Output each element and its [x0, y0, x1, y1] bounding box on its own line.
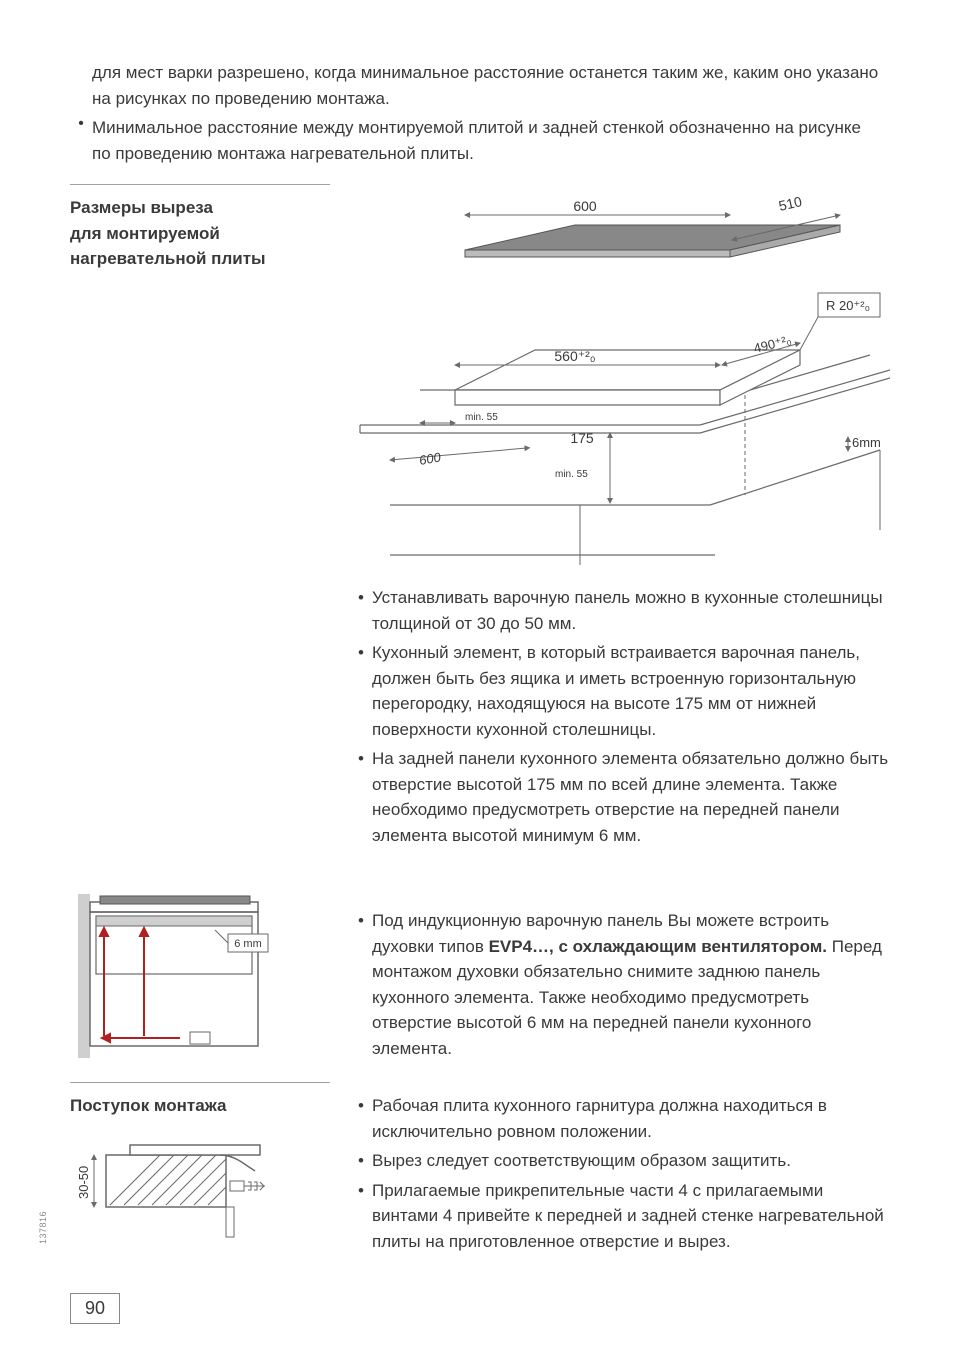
- section-oven-integration: 6 mm • Под индукционную варочную панель …: [70, 866, 884, 1093]
- top-bullet-text: Минимальное расстояние между монтируемой…: [92, 115, 884, 166]
- document-code: 137816: [38, 1211, 48, 1244]
- svg-text:175: 175: [570, 430, 594, 446]
- page-number: 90: [70, 1293, 120, 1324]
- list-item: Вырез следует соответствующим образом за…: [372, 1148, 884, 1174]
- list-item: Рабочая плита кухонного гарнитура должна…: [372, 1093, 884, 1144]
- section3-bullet-list: •Рабочая плита кухонного гарнитура должн…: [350, 1093, 884, 1254]
- side-cabinet-diagram: 6 mm: [70, 886, 270, 1066]
- cutout-dimension-diagram: 600 510: [350, 195, 890, 565]
- section-cutout-dimensions: Размеры выреза для монтируемой нагревате…: [70, 195, 884, 852]
- list-item: На задней панели кухонного элемента обяз…: [372, 746, 890, 848]
- svg-text:510: 510: [777, 195, 804, 214]
- section2-paragraph: Под индукционную варочную панель Вы може…: [372, 908, 884, 1061]
- section3-heading: Поступок монтажа: [70, 1093, 330, 1119]
- list-item: Кухонный элемент, в который встраивается…: [372, 640, 890, 742]
- bullet-dot: •: [70, 115, 92, 166]
- section-separator: [70, 1082, 330, 1083]
- list-item: Устанавливать варочную панель можно в ку…: [372, 585, 890, 636]
- section-mounting-procedure: Поступок монтажа: [70, 1093, 884, 1258]
- svg-text:600: 600: [573, 198, 597, 214]
- mounting-thickness-diagram: 30-50: [70, 1131, 270, 1241]
- section-separator: [70, 184, 330, 185]
- section1-heading-l1: Размеры выреза: [70, 198, 213, 217]
- svg-text:min. 55: min. 55: [465, 412, 498, 423]
- svg-text:min. 55: min. 55: [555, 469, 588, 480]
- section1-bullet-list: •Устанавливать варочную панель можно в к…: [350, 585, 890, 848]
- svg-text:6mm: 6mm: [852, 435, 881, 450]
- section1-heading-l2: для монтируемой: [70, 224, 220, 243]
- list-item: Прилагаемые прикрепительные части 4 с пр…: [372, 1178, 884, 1255]
- section1-heading-l3: нагревательной плиты: [70, 249, 266, 268]
- section2-bold: EVP4…, с охлаждающим вентилятором.: [489, 937, 827, 956]
- top-continuation-paragraph: для мест варки разрешено, когда минималь…: [92, 60, 884, 111]
- svg-text:490⁺²₀: 490⁺²₀: [752, 332, 793, 356]
- svg-text:560⁺²₀: 560⁺²₀: [554, 348, 595, 364]
- svg-text:6 mm: 6 mm: [234, 938, 262, 950]
- svg-text:600: 600: [418, 449, 443, 468]
- svg-text:30-50: 30-50: [76, 1165, 91, 1198]
- svg-text:R 20⁺²₀: R 20⁺²₀: [826, 298, 870, 313]
